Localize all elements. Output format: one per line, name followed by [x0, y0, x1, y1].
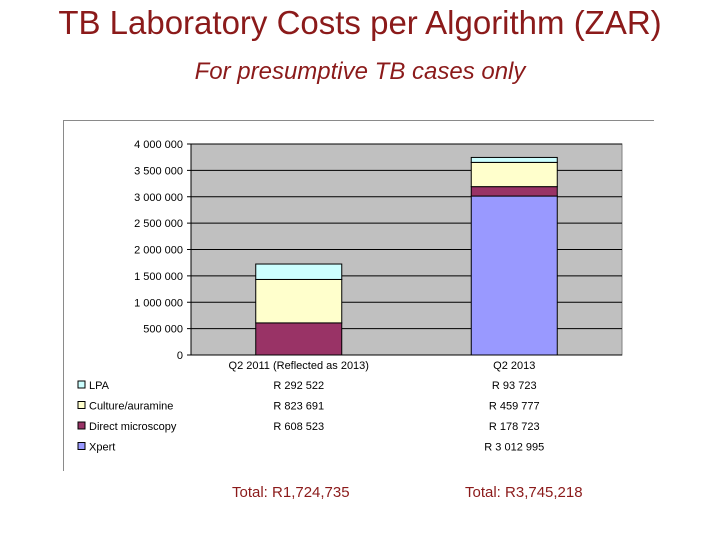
legend-label-culture-auramine: Culture/auramine	[89, 401, 173, 413]
data-table-value: R 178 723	[489, 421, 540, 433]
data-table-value: R 3 012 995	[484, 442, 544, 454]
y-tick-label: 500 000	[143, 324, 183, 336]
bar-direct-microscopy	[255, 322, 343, 356]
legend-swatch-culture-auramine	[77, 401, 86, 409]
legend-label-lpa: LPA	[89, 380, 110, 392]
y-tick-label: 2 000 000	[134, 245, 183, 257]
total-label-2011: Total: R1,724,735	[232, 484, 350, 501]
page-subtitle: For presumptive TB cases only	[194, 58, 526, 85]
legend-swatch-xpert	[77, 442, 86, 450]
y-tick-label: 3 000 000	[134, 192, 183, 204]
legend-swatch-lpa	[77, 380, 86, 389]
data-table-value: R 823 691	[273, 401, 324, 413]
chart-container: 0 500 000 1 000 000 1 500 000 2 000 000 2 500…	[63, 120, 654, 471]
bar-xpert	[470, 195, 558, 356]
y-tick-label: 0	[177, 350, 183, 362]
legend-label-xpert: Xpert	[89, 442, 115, 454]
bar-culture-auramine	[255, 278, 343, 324]
x-category-label: Q2 2011 (Reflected as 2013)	[229, 360, 369, 372]
x-category-label: Q2 2013	[493, 360, 535, 372]
data-table-value: R 292 522	[273, 380, 324, 392]
page-title: TB Laboratory Costs per Algorithm (ZAR)	[58, 4, 662, 41]
data-table-value: R 608 523	[273, 421, 324, 433]
y-tick-label: 3 500 000	[134, 165, 183, 177]
data-table-value: R 459 777	[489, 401, 540, 413]
legend-label-direct-microscopy: Direct microscopy	[89, 421, 177, 433]
y-tick-label: 1 500 000	[134, 271, 183, 283]
y-tick-label: 4 000 000	[134, 139, 183, 151]
data-table-value: R 93 723	[492, 380, 537, 392]
bar-lpa	[255, 263, 343, 280]
stacked-bar-chart: 0 500 000 1 000 000 1 500 000 2 000 000 2 500…	[77, 139, 623, 454]
total-label-2013: Total: R3,745,218	[465, 484, 583, 501]
legend-swatch-direct-microscopy	[77, 421, 86, 430]
bar-direct-microscopy	[470, 186, 558, 197]
bar-lpa	[470, 156, 558, 163]
y-tick-label: 1 000 000	[134, 297, 183, 309]
bar-culture-auramine	[470, 161, 558, 188]
y-tick-label: 2 500 000	[134, 218, 183, 230]
